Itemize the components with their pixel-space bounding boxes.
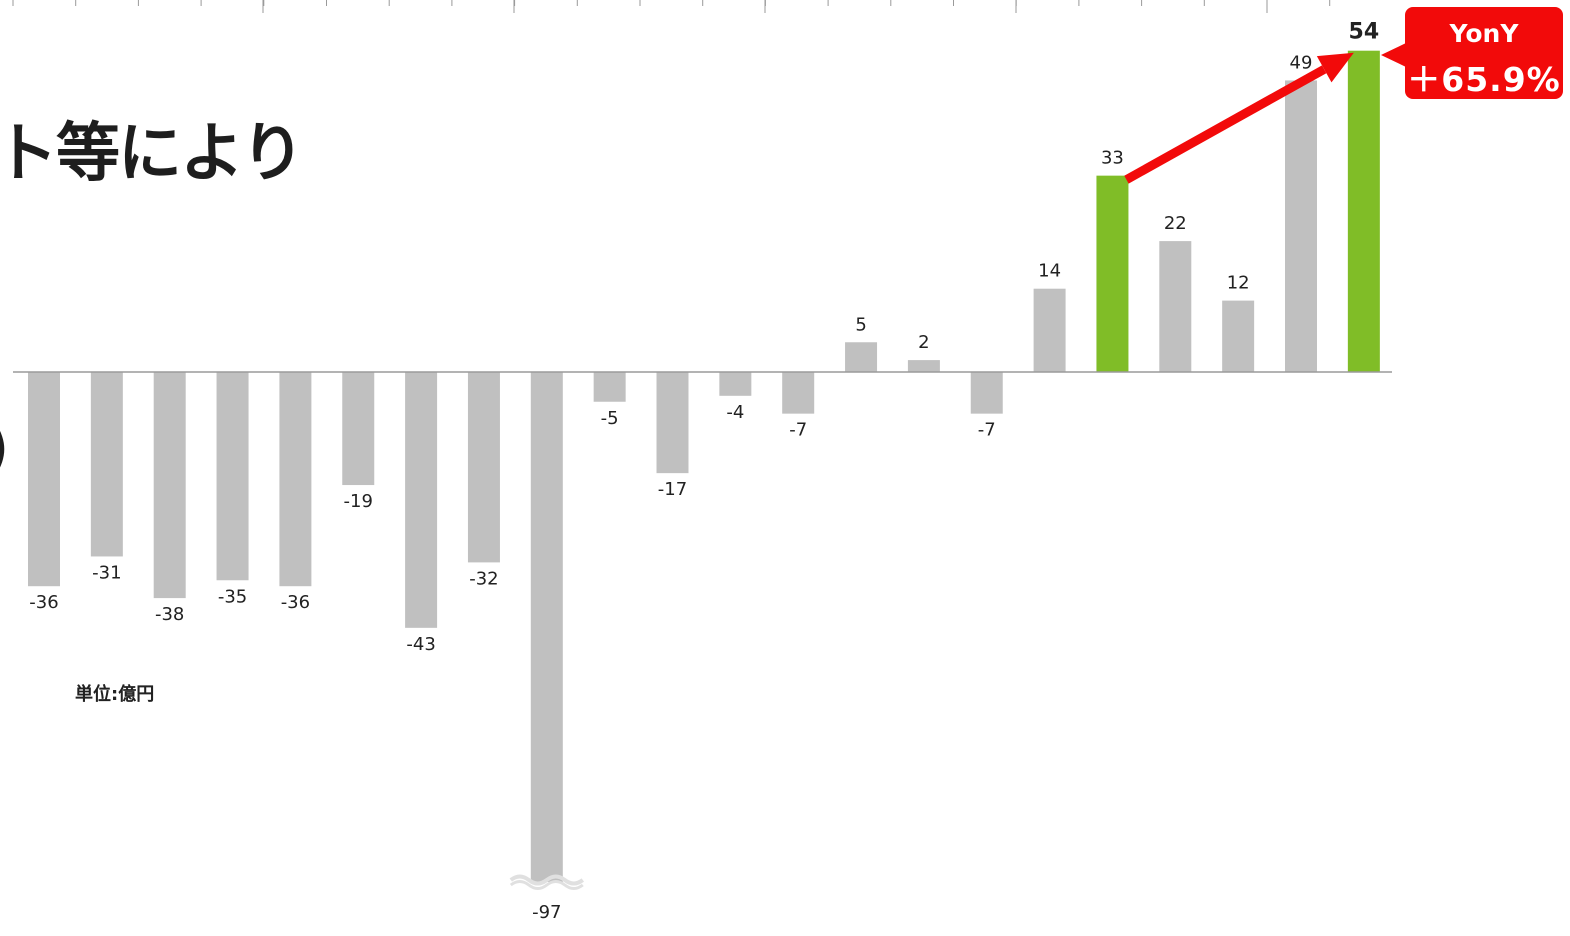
page-heading: ト等により (0, 117, 305, 191)
bar (1159, 241, 1192, 372)
data-label: -5 (601, 408, 619, 429)
yony-change-value: ＋65.9% (1407, 60, 1561, 99)
bar (342, 372, 375, 486)
data-label: -36 (281, 592, 310, 613)
bars (28, 50, 1380, 882)
bar (153, 372, 186, 599)
data-label: 49 (1290, 52, 1313, 73)
bar (1347, 50, 1380, 372)
bar (970, 372, 1003, 414)
data-label: -31 (92, 562, 121, 583)
bar (845, 342, 878, 372)
bar (593, 372, 626, 402)
data-label: 5 (855, 314, 866, 335)
growth-arrow (1124, 52, 1354, 184)
bar (907, 360, 940, 372)
data-label: -19 (344, 491, 373, 512)
data-label: -7 (789, 420, 807, 441)
bar (530, 372, 563, 882)
bar (719, 372, 752, 396)
data-label: -32 (469, 568, 498, 589)
data-label: -17 (658, 479, 687, 500)
break-wave (509, 874, 585, 886)
axis-break-mark (509, 874, 585, 890)
arrow-shaft (1124, 65, 1327, 184)
bar (782, 372, 815, 414)
data-label: -35 (218, 586, 247, 607)
data-label: 14 (1038, 261, 1061, 282)
yony-label: YonY (1449, 19, 1519, 48)
bar (656, 372, 689, 474)
break-wave (509, 880, 584, 890)
arrow-head (1316, 52, 1354, 83)
bar (1033, 288, 1066, 372)
bar (405, 372, 438, 628)
bar (28, 372, 60, 587)
bar (279, 372, 312, 587)
data-label: -43 (406, 634, 435, 655)
bar (1285, 80, 1317, 372)
unit-note: 単位:億円 (75, 684, 155, 705)
data-label: -97 (532, 902, 561, 923)
bar (1096, 175, 1129, 372)
data-label: 22 (1164, 213, 1187, 234)
data-label: 2 (918, 332, 929, 353)
data-label: 54 (1349, 20, 1380, 45)
data-labels: -36 -31 -38 -35 -36 -19 -43 -32 -97 -5 -17 -4 -7 5 2 -7… (29, 20, 1379, 923)
bar (1222, 300, 1255, 372)
data-label: -38 (155, 604, 184, 625)
data-label: 33 (1101, 148, 1124, 169)
top-axis-ticks (12, 0, 1331, 13)
bar (90, 372, 123, 557)
data-label: -4 (726, 402, 744, 423)
yony-badge: YonY ＋65.9% (1381, 7, 1563, 99)
data-label: -7 (978, 420, 996, 441)
bar (467, 372, 500, 563)
data-label: 12 (1227, 273, 1250, 294)
subheading-fragment: ) (0, 418, 9, 478)
bar (216, 372, 249, 581)
data-label: -36 (29, 592, 58, 613)
